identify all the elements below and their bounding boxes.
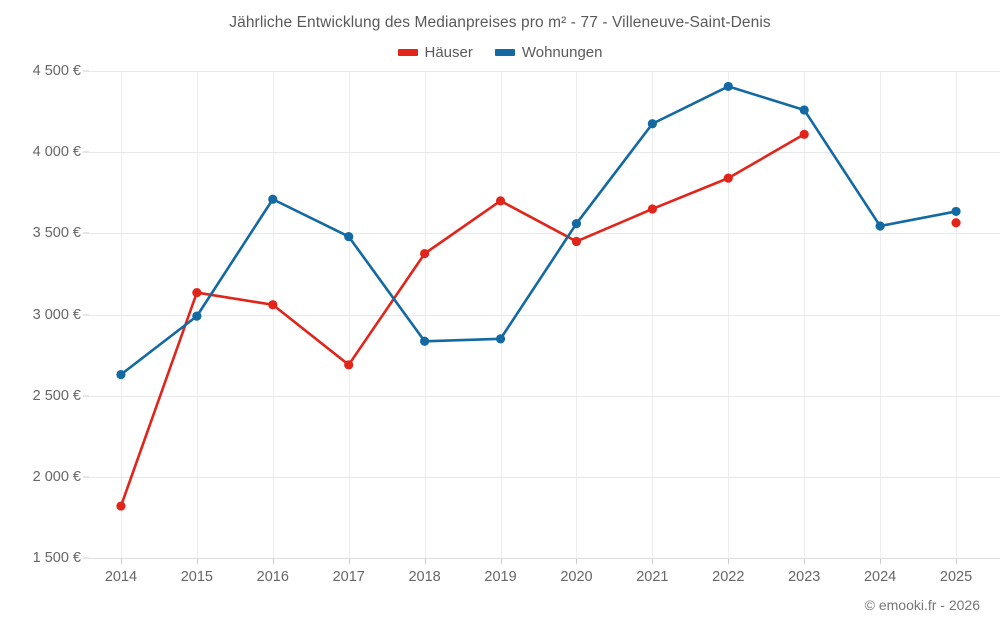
x-tick-label: 2024 (863, 569, 897, 585)
gridline-vertical (348, 71, 350, 558)
x-tick-mark (424, 558, 426, 564)
gridline-vertical (576, 71, 578, 558)
x-tick-label: 2022 (712, 569, 745, 585)
x-tick-label: 2014 (104, 569, 138, 585)
gridline-horizontal (89, 233, 1000, 235)
y-tick-mark (83, 232, 89, 234)
x-axis-line (89, 558, 1000, 559)
data-point[interactable] (268, 300, 278, 310)
data-point[interactable] (192, 311, 202, 321)
x-tick-mark (196, 558, 198, 564)
y-tick-label: 4 000 € (32, 144, 81, 161)
data-point[interactable] (951, 206, 961, 217)
data-point[interactable] (647, 119, 657, 129)
gridline-horizontal (89, 314, 1000, 316)
data-point[interactable] (571, 236, 582, 247)
plot-area: 1 500 € 2 000 € 2 500 € 3 000 € 3 500 € 4 000… (33, 63, 1000, 585)
x-tick-label: 2015 (180, 569, 214, 585)
chart-legend: Häuser Wohnungen (0, 44, 1000, 61)
data-point[interactable] (344, 231, 354, 242)
data-point[interactable] (875, 221, 885, 231)
data-point[interactable] (420, 336, 430, 346)
gridline-vertical (804, 71, 806, 558)
y-tick-label: 4 500 € (32, 63, 81, 79)
y-tick-mark (83, 151, 89, 153)
data-point[interactable] (951, 218, 961, 228)
x-tick-label: 2017 (332, 569, 365, 585)
data-point[interactable] (116, 369, 126, 380)
legend-swatch-wohnungen (494, 49, 515, 56)
legend-item-1[interactable]: Wohnungen (494, 44, 603, 61)
gridline-horizontal (89, 71, 1000, 72)
y-tick-mark (83, 314, 89, 315)
x-tick-mark (728, 558, 730, 564)
gridline-vertical (424, 71, 426, 558)
gridline-vertical (728, 71, 730, 558)
data-point[interactable] (268, 194, 278, 204)
legend-label-wohnungen: Wohnungen (521, 44, 603, 61)
gridline-vertical (272, 71, 274, 558)
footer-credit: © emooki.fr - 2026 (864, 597, 980, 613)
x-tick-mark (880, 558, 882, 564)
gridline-horizontal (89, 152, 1000, 154)
gridline-vertical (652, 71, 654, 558)
gridline-horizontal (89, 476, 1000, 478)
x-tick-label: 2018 (408, 569, 441, 585)
data-point[interactable] (420, 249, 430, 259)
series-line-wohnungen (119, 85, 958, 376)
y-tick-label: 3 000 € (32, 306, 81, 323)
y-tick-mark (83, 70, 89, 72)
data-point[interactable] (344, 360, 354, 370)
x-tick-label: 2019 (484, 569, 517, 585)
data-point[interactable] (571, 218, 582, 229)
data-point[interactable] (116, 501, 126, 511)
series-line-häuser (119, 133, 806, 508)
data-point[interactable] (799, 105, 809, 115)
data-point[interactable] (495, 334, 506, 344)
x-tick-mark (576, 558, 578, 564)
x-tick-mark (348, 558, 350, 564)
x-tick-mark (804, 558, 806, 564)
gridline-vertical (956, 71, 958, 558)
x-tick-mark (652, 558, 654, 564)
y-tick-label: 2 000 € (32, 468, 81, 485)
y-tick-mark (83, 476, 89, 478)
gridline-vertical (500, 71, 502, 558)
x-tick-mark (956, 558, 958, 564)
x-tick-label: 2023 (788, 569, 821, 585)
legend-label-hauser: Häuser (424, 44, 473, 61)
data-point[interactable] (495, 196, 506, 206)
data-point[interactable] (799, 129, 809, 139)
x-tick-label: 2016 (256, 569, 289, 585)
gridline-horizontal (89, 395, 1000, 397)
data-point[interactable] (723, 173, 733, 183)
x-tick-label: 2021 (636, 569, 669, 585)
y-tick-label: 1 500 € (32, 550, 81, 566)
y-tick-mark (83, 395, 89, 397)
data-point[interactable] (647, 204, 657, 214)
x-tick-label: 2025 (939, 569, 973, 585)
y-tick-label: 3 500 € (32, 225, 81, 242)
gridline-vertical (880, 71, 882, 558)
y-tick-label: 2 500 € (32, 387, 81, 404)
x-tick-mark (120, 558, 122, 564)
page-title: Jährliche Entwicklung des Medianpreises … (229, 14, 771, 31)
x-tick-label: 2020 (560, 569, 593, 585)
x-tick-mark (500, 558, 502, 564)
x-tick-mark (272, 558, 274, 564)
data-point[interactable] (192, 287, 202, 298)
y-tick-mark (83, 557, 89, 559)
legend-item-0[interactable]: Häuser (397, 44, 473, 61)
data-point[interactable] (723, 81, 733, 92)
series-layer (116, 81, 961, 511)
gridline-vertical (120, 71, 122, 558)
legend-swatch-hauser (397, 49, 418, 56)
